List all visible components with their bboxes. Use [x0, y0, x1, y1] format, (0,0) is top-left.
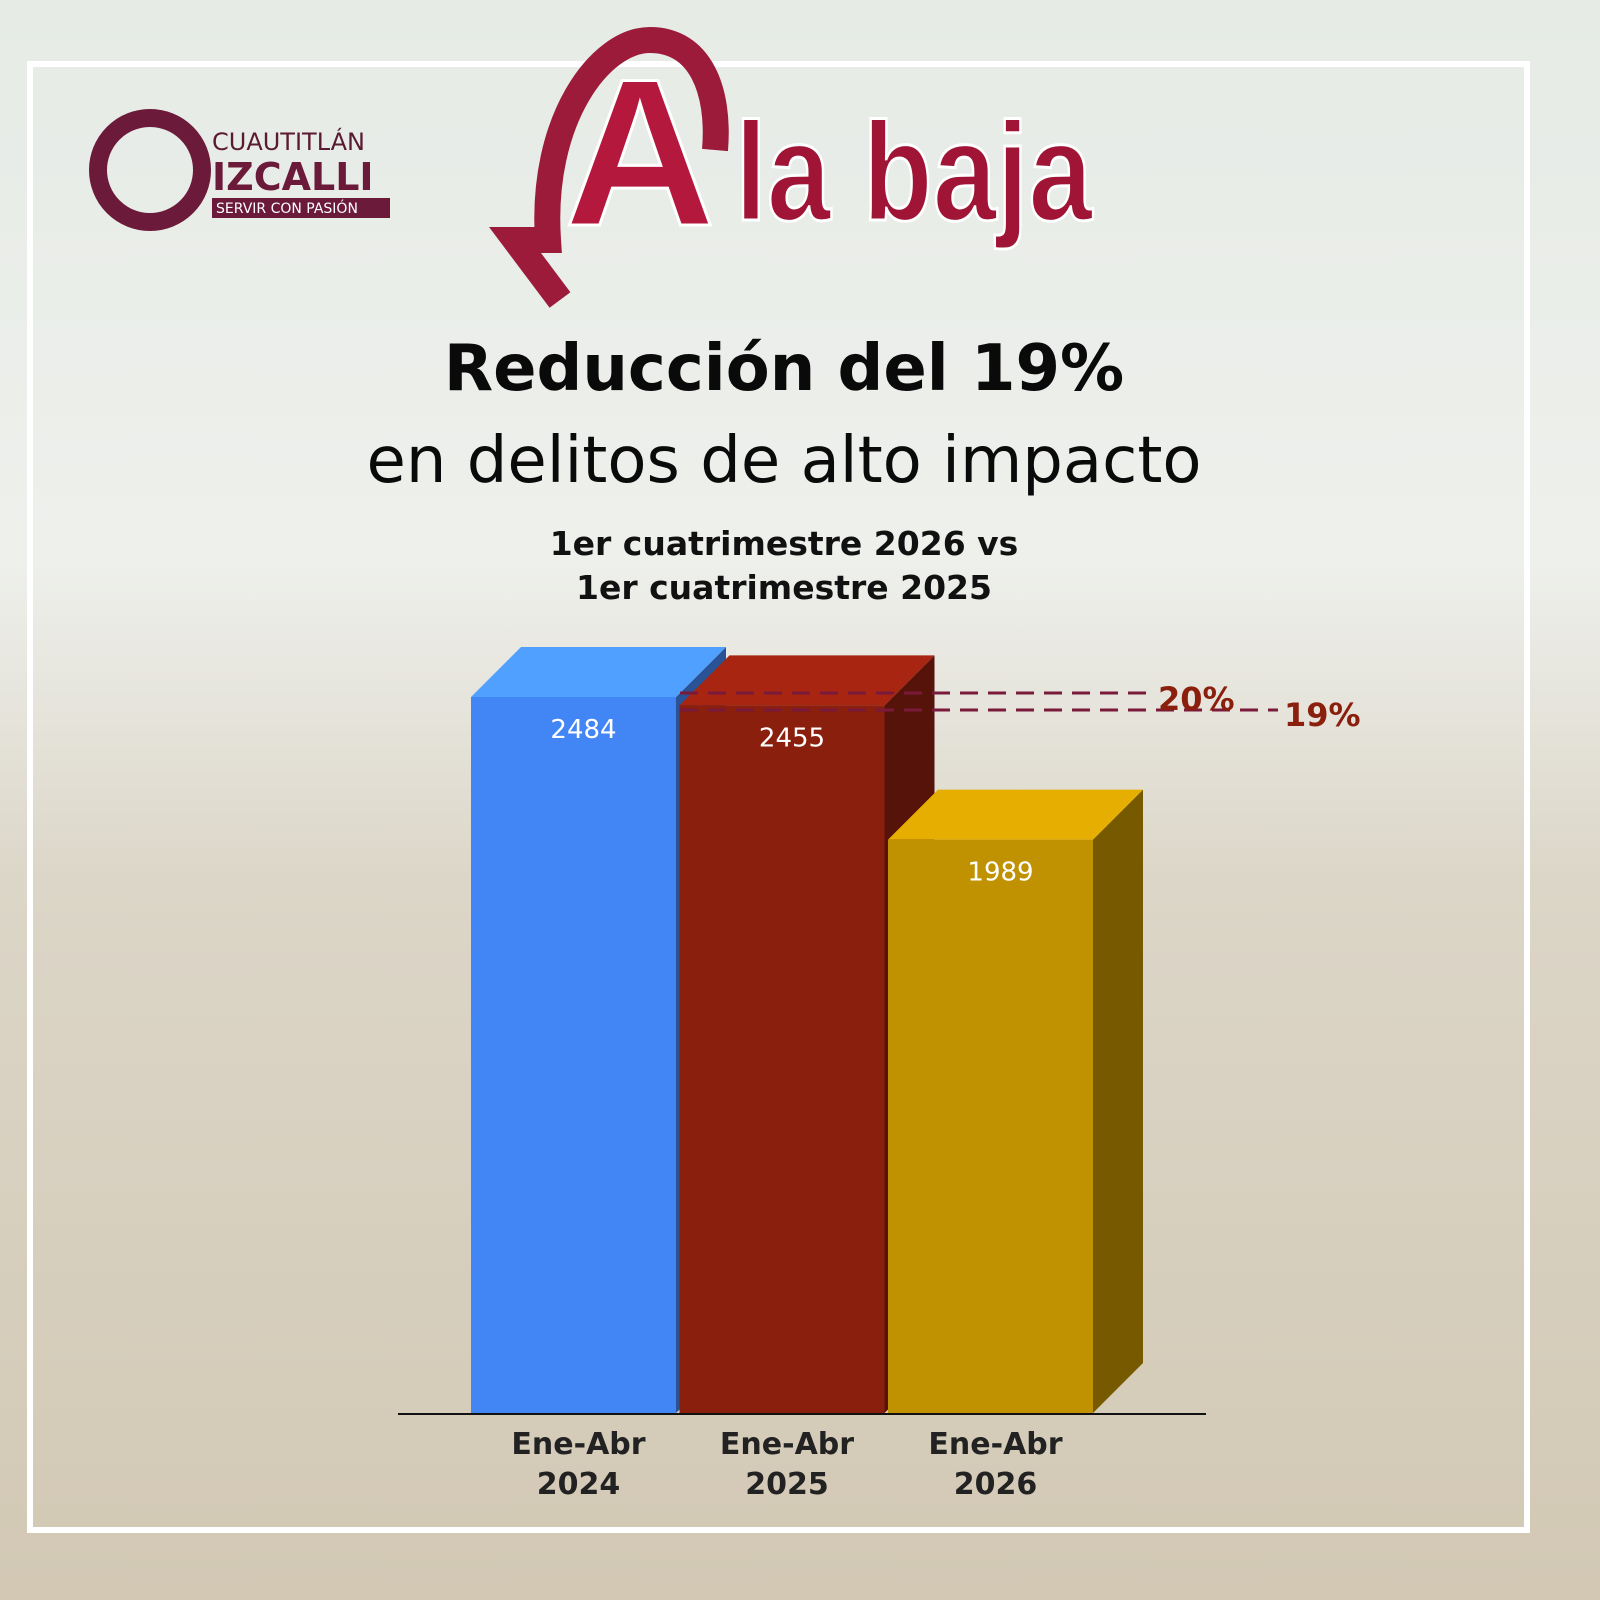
- bar: [888, 839, 1093, 1413]
- chart-title: Reducción del 19%: [444, 332, 1124, 406]
- chart-note: 1er cuatrimestre 2025: [576, 568, 992, 607]
- x-tick-label: Ene-Abr 2026: [928, 1427, 1063, 1502]
- frame: [27, 61, 1530, 1533]
- bar-top: [888, 789, 1143, 840]
- chart-note: 1er cuatrimestre 2026 vs: [550, 524, 1019, 563]
- annotation: 20%: [1158, 680, 1235, 718]
- logo-top: CUAUTITLÁN: [212, 127, 365, 156]
- value-label: 1989: [967, 858, 1033, 888]
- logo-ring: [89, 109, 211, 231]
- x-tick-label: Ene-Abr 2024: [511, 1427, 646, 1502]
- bar-side: [1093, 789, 1143, 1413]
- annotation: 19%: [1284, 696, 1361, 734]
- banner-letter: A: [564, 35, 716, 270]
- value-label: 2484: [550, 715, 616, 745]
- banner: A la baja: [489, 26, 1095, 308]
- bar-top: [471, 647, 726, 697]
- value-label: 2455: [759, 723, 825, 753]
- logo-band: [212, 198, 390, 218]
- chart-subtitle: en delitos de alto impacto: [366, 424, 1201, 498]
- banner-arrow: [489, 26, 729, 308]
- logo-tagline: SERVIR CON PASIÓN: [216, 199, 358, 217]
- logo-main: IZCALLI: [212, 155, 374, 199]
- bar: [679, 705, 885, 1413]
- banner-text: la baja: [735, 94, 1094, 250]
- x-tick-label: Ene-Abr 2025: [719, 1427, 855, 1502]
- bar: [471, 697, 676, 1413]
- logo: CUAUTITLÁN IZCALLI SERVIR CON PASIÓN: [89, 109, 390, 231]
